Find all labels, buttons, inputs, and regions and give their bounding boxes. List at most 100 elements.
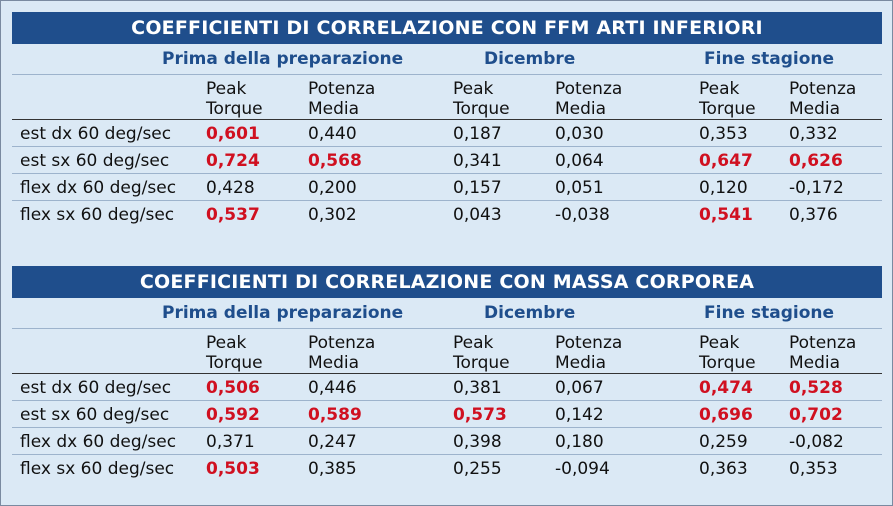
column-header-line: Torque — [206, 353, 263, 373]
value-cell: 0,376 — [789, 205, 838, 225]
value-cell-significant: 0,541 — [699, 205, 753, 225]
value-cell: -0,172 — [789, 178, 844, 198]
row-label: flex dx 60 deg/sec — [20, 432, 177, 452]
value-cell: 0,157 — [453, 178, 502, 198]
column-header-line: Torque — [699, 353, 756, 373]
column-header: Potenza Media — [308, 79, 375, 119]
value-cell: 0,363 — [699, 459, 748, 479]
value-cell: -0,094 — [555, 459, 610, 479]
column-header-line: Media — [789, 353, 841, 373]
column-header-line: Potenza — [308, 333, 376, 353]
table-title: COEFFICIENTI DI CORRELAZIONE CON MASSA C… — [12, 266, 882, 298]
row-label: est dx 60 deg/sec — [20, 124, 172, 144]
value-cell: 0,142 — [555, 405, 604, 425]
column-header-line: Potenza — [308, 79, 376, 99]
value-cell-significant: 0,696 — [699, 405, 753, 425]
row-label: est dx 60 deg/sec — [20, 378, 172, 398]
table-title: COEFFICIENTI DI CORRELAZIONE CON FFM ART… — [12, 12, 882, 44]
column-header-line: Media — [308, 353, 360, 373]
column-header-row: Peak Torque Potenza Media Peak Torque Potenza M… — [12, 74, 882, 120]
table-row: flex sx 60 deg/sec 0,503 0,385 0,255 -0,094 0… — [12, 455, 882, 482]
value-cell: 0,247 — [308, 432, 357, 452]
column-header: Peak Torque — [206, 333, 263, 373]
correlation-table: COEFFICIENTI DI CORRELAZIONE CON FFM ART… — [12, 12, 882, 228]
column-header: Peak Torque — [453, 333, 510, 373]
value-cell: 0,385 — [308, 459, 357, 479]
row-label: est sx 60 deg/sec — [20, 151, 170, 171]
value-cell-significant: 0,528 — [789, 378, 843, 398]
row-label: est sx 60 deg/sec — [20, 405, 170, 425]
value-cell-significant: 0,601 — [206, 124, 260, 144]
value-cell: 0,187 — [453, 124, 502, 144]
group-header-row: Prima della preparazione Dicembre Fine sta… — [12, 44, 882, 74]
column-header-line: Media — [308, 99, 360, 119]
value-cell: -0,082 — [789, 432, 844, 452]
table-row: est sx 60 deg/sec 0,592 0,589 0,573 0,142 0,6… — [12, 401, 882, 428]
value-cell-significant: 0,592 — [206, 405, 260, 425]
value-cell: 0,051 — [555, 178, 604, 198]
group-header: Prima della preparazione — [162, 303, 404, 323]
value-cell: 0,064 — [555, 151, 604, 171]
table-row: est dx 60 deg/sec 0,506 0,446 0,381 0,067 0,4… — [12, 374, 882, 401]
column-header: Potenza Media — [789, 79, 856, 119]
group-header: Dicembre — [484, 49, 576, 69]
value-cell: 0,200 — [308, 178, 357, 198]
column-header-line: Torque — [453, 99, 510, 119]
value-cell: 0,353 — [699, 124, 748, 144]
value-cell-significant: 0,589 — [308, 405, 362, 425]
value-cell: 0,446 — [308, 378, 357, 398]
table-row: flex sx 60 deg/sec 0,537 0,302 0,043 -0,038 0… — [12, 201, 882, 228]
column-header-line: Torque — [453, 353, 510, 373]
value-cell: 0,371 — [206, 432, 255, 452]
column-header-line: Potenza — [555, 79, 623, 99]
column-header-line: Peak — [699, 79, 740, 99]
value-cell: 0,332 — [789, 124, 838, 144]
group-header: Fine stagione — [704, 49, 835, 69]
column-header-line: Torque — [206, 99, 263, 119]
correlation-table: COEFFICIENTI DI CORRELAZIONE CON MASSA C… — [12, 266, 882, 482]
value-cell: 0,043 — [453, 205, 502, 225]
column-header-line: Peak — [206, 79, 247, 99]
column-header-line: Peak — [206, 333, 247, 353]
table-row: flex dx 60 deg/sec 0,428 0,200 0,157 0,051 0,… — [12, 174, 882, 201]
group-header: Dicembre — [484, 303, 576, 323]
value-cell: 0,302 — [308, 205, 357, 225]
value-cell: 0,440 — [308, 124, 357, 144]
row-label: flex sx 60 deg/sec — [20, 459, 175, 479]
table-body: est dx 60 deg/sec 0,601 0,440 0,187 0,030 0,3… — [12, 120, 882, 228]
value-cell-significant: 0,573 — [453, 405, 507, 425]
value-cell-significant: 0,537 — [206, 205, 260, 225]
value-cell: -0,038 — [555, 205, 610, 225]
value-cell: 0,067 — [555, 378, 604, 398]
column-header: Potenza Media — [555, 333, 622, 373]
column-header-row: Peak Torque Potenza Media Peak Torque Potenza M… — [12, 328, 882, 374]
value-cell-significant: 0,702 — [789, 405, 843, 425]
column-header-line: Media — [789, 99, 841, 119]
value-cell: 0,030 — [555, 124, 604, 144]
column-header: Peak Torque — [699, 79, 756, 119]
value-cell: 0,428 — [206, 178, 255, 198]
value-cell: 0,180 — [555, 432, 604, 452]
column-header: Peak Torque — [699, 333, 756, 373]
column-header-line: Media — [555, 99, 607, 119]
value-cell-significant: 0,506 — [206, 378, 260, 398]
table-row: est dx 60 deg/sec 0,601 0,440 0,187 0,030 0,3… — [12, 120, 882, 147]
value-cell: 0,120 — [699, 178, 748, 198]
row-label: flex dx 60 deg/sec — [20, 178, 177, 198]
table-row: est sx 60 deg/sec 0,724 0,568 0,341 0,064 0,6… — [12, 147, 882, 174]
value-cell-significant: 0,503 — [206, 459, 260, 479]
column-header: Potenza Media — [308, 333, 375, 373]
value-cell: 0,255 — [453, 459, 502, 479]
column-header: Potenza Media — [789, 333, 856, 373]
value-cell: 0,398 — [453, 432, 502, 452]
value-cell: 0,259 — [699, 432, 748, 452]
value-cell: 0,353 — [789, 459, 838, 479]
column-header: Peak Torque — [453, 79, 510, 119]
value-cell: 0,341 — [453, 151, 502, 171]
table-body: est dx 60 deg/sec 0,506 0,446 0,381 0,067 0,4… — [12, 374, 882, 482]
value-cell-significant: 0,626 — [789, 151, 843, 171]
column-header-line: Potenza — [789, 79, 857, 99]
column-header: Peak Torque — [206, 79, 263, 119]
value-cell-significant: 0,568 — [308, 151, 362, 171]
column-header-line: Torque — [699, 99, 756, 119]
